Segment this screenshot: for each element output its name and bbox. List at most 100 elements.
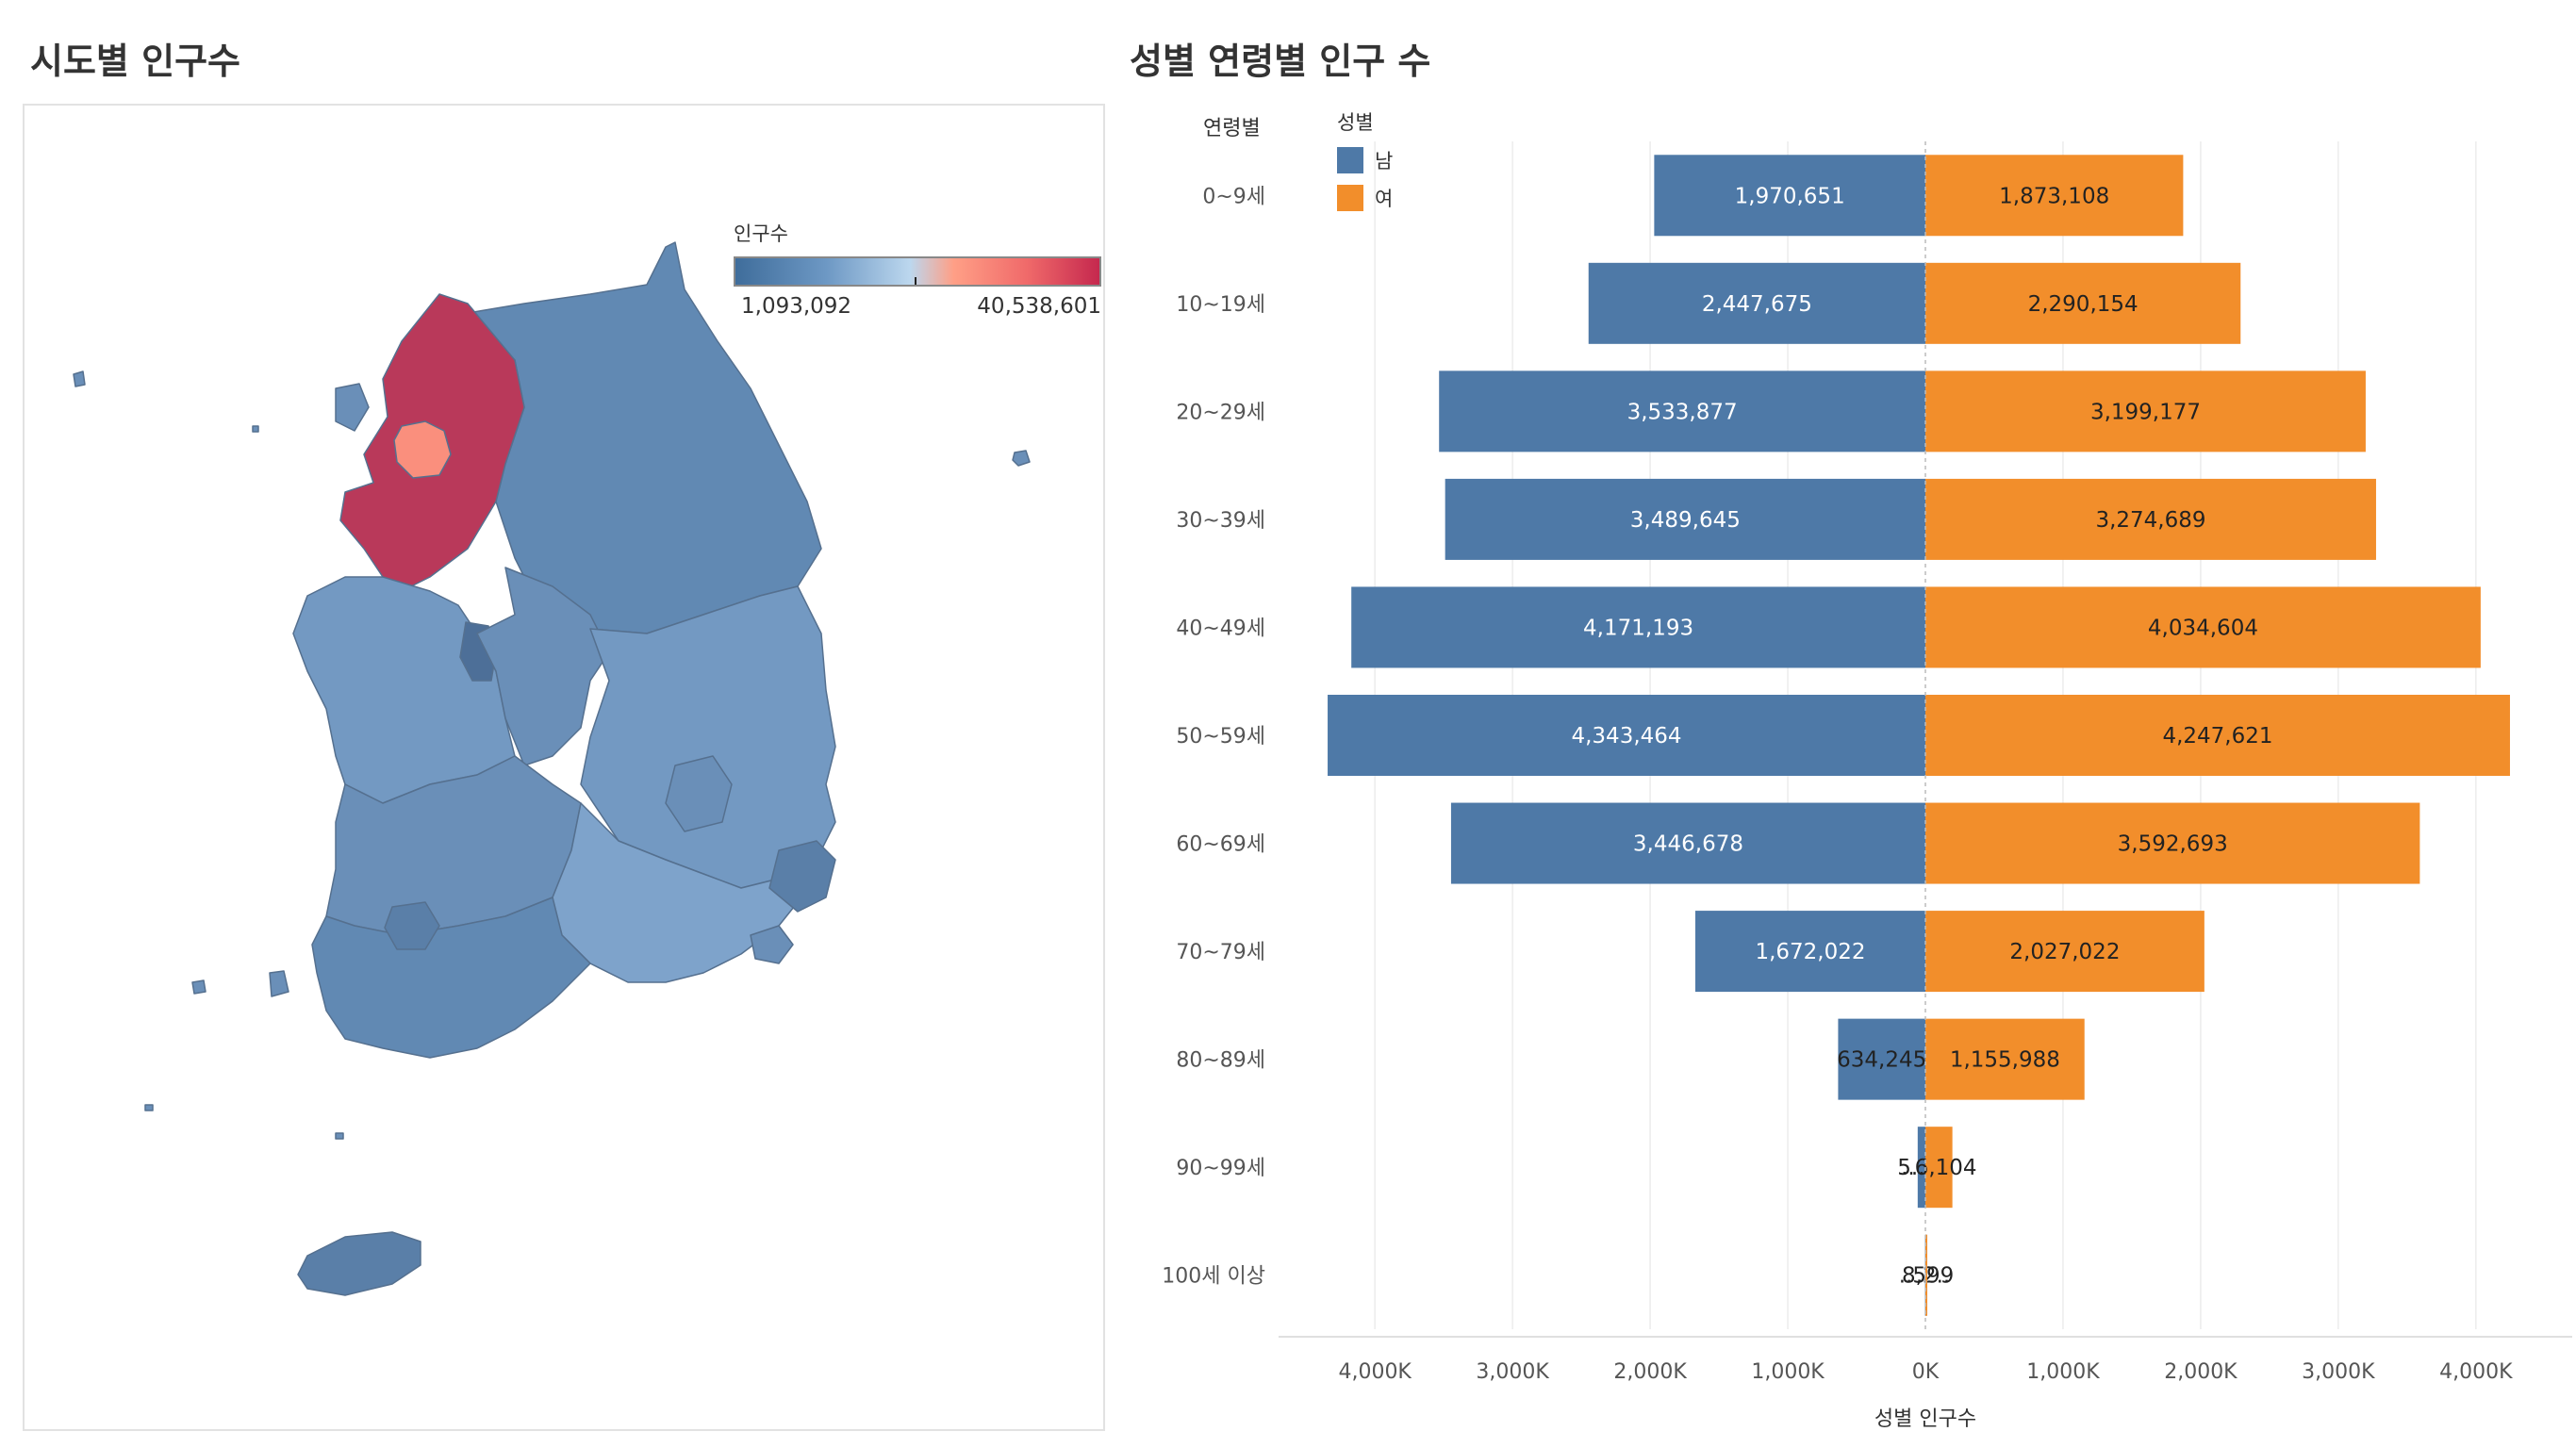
color-ramp-marker: [915, 277, 916, 285]
region-gwangju[interactable]: [384, 901, 440, 950]
island-west-1: [73, 370, 86, 387]
data-label-female: 1,873,108: [1999, 184, 2109, 208]
x-tick-label: 1,000K: [1751, 1360, 1825, 1384]
category-label: 20~29세: [1176, 401, 1265, 424]
region-busan[interactable]: [750, 925, 794, 964]
color-ramp: [734, 256, 1101, 287]
color-legend: 인구수 1,093,092 40,538,601: [734, 219, 1111, 319]
data-label-male: 1,970,651: [1735, 184, 1845, 208]
data-label-male: 4,343,464: [1571, 724, 1681, 749]
x-tick-label: 2,000K: [1613, 1360, 1687, 1384]
color-legend-max: 40,538,601: [977, 294, 1101, 319]
legend-swatch-male: [1337, 147, 1363, 173]
data-label-male: 3,446,678: [1633, 832, 1743, 857]
x-tick-label: 2,000K: [2164, 1360, 2237, 1384]
island-sw-3: [144, 1104, 154, 1111]
category-label: 0~9세: [1202, 185, 1265, 208]
bar-male: [1439, 370, 1925, 452]
data-label-female: 3,592,693: [2118, 832, 2228, 857]
bar-female: [1925, 695, 2510, 776]
bar-male: [1917, 1127, 1925, 1209]
region-ulleungdo[interactable]: [1012, 450, 1031, 467]
category-label: 50~59세: [1176, 725, 1265, 749]
region-incheon[interactable]: [335, 383, 370, 432]
legend-swatch-female: [1337, 185, 1363, 211]
data-label-female: 1,155,988: [1950, 1048, 2060, 1073]
data-label-female: 4,034,604: [2148, 616, 2258, 640]
region-chungbuk[interactable]: [476, 567, 610, 766]
category-label: 30~39세: [1176, 509, 1265, 533]
bar-female: [1925, 478, 2376, 560]
region-daegu[interactable]: [665, 755, 733, 832]
bar-female: [1925, 262, 2241, 344]
region-chungnam[interactable]: [292, 576, 516, 804]
island-west-2: [252, 425, 259, 433]
x-tick-label: 4,000K: [1338, 1360, 1412, 1384]
data-label-male: 4,171,193: [1583, 616, 1693, 640]
bar-female: [1925, 1127, 1953, 1209]
data-label-female: 3,199,177: [2090, 400, 2201, 424]
data-label-male: 3,489,645: [1630, 508, 1741, 533]
bar-male: [1588, 262, 1925, 344]
bar-female: [1925, 370, 2366, 452]
data-label-female: ..599: [1899, 1264, 1955, 1289]
x-tick-label: 4,000K: [2439, 1360, 2513, 1384]
legend-item-male[interactable]: 남: [1337, 141, 1393, 179]
bar-male: [1838, 1018, 1925, 1100]
gender-legend: 성별 남 여: [1337, 107, 1393, 217]
bar-female: [1925, 1234, 1927, 1316]
region-gyeongbuk[interactable]: [580, 585, 836, 889]
data-label-female: ..6,104: [1901, 1156, 1976, 1180]
color-legend-min: 1,093,092: [741, 294, 852, 319]
data-label-female: 4,247,621: [2162, 724, 2272, 749]
data-label-female: 3,274,689: [2095, 508, 2205, 533]
data-label-male: 634,245: [1837, 1048, 1926, 1073]
bar-male: [1694, 911, 1925, 993]
x-tick-label: 0K: [1912, 1360, 1940, 1384]
map-title: 시도별 인구수: [30, 41, 240, 82]
pyramid-title: 성별 연령별 인구 수: [1130, 41, 1431, 82]
bar-male: [1654, 155, 1925, 237]
population-pyramid: 0~9세 1,970,651 1,873,108 10~19세 2,447,675 2,2…: [1162, 141, 2572, 1431]
color-legend-title: 인구수: [734, 222, 788, 245]
row-header: 연령별: [1203, 117, 1261, 140]
region-jeju[interactable]: [297, 1231, 421, 1296]
bar-female: [1925, 155, 2184, 237]
category-label: 70~79세: [1176, 941, 1265, 964]
data-label-female: 2,290,154: [2028, 292, 2138, 317]
bar-female: [1925, 802, 2420, 884]
bar-male: [1450, 802, 1925, 884]
category-label: 10~19세: [1176, 293, 1265, 317]
category-label: 100세 이상: [1162, 1265, 1265, 1289]
data-label-male: 2,447,675: [1702, 292, 1812, 317]
data-label-male: 3,533,877: [1627, 400, 1738, 424]
x-tick-label: 3,000K: [1476, 1360, 1549, 1384]
x-tick-label: 1,000K: [2026, 1360, 2100, 1384]
x-tick-label: 3,000K: [2302, 1360, 2375, 1384]
island-sw-1: [269, 970, 289, 997]
legend-label-male: 남: [1375, 150, 1394, 173]
island-sw-4: [335, 1132, 344, 1140]
island-sw-2: [191, 979, 206, 995]
region-seoul[interactable]: [393, 420, 452, 479]
region-ulsan[interactable]: [768, 840, 836, 913]
category-label: 40~49세: [1176, 617, 1265, 640]
legend-label-female: 여: [1375, 188, 1394, 210]
legend-item-female[interactable]: 여: [1337, 179, 1393, 217]
gender-legend-title: 성별: [1337, 111, 1374, 134]
bar-female: [1925, 1018, 2085, 1100]
region-jeonnam[interactable]: [311, 897, 591, 1059]
category-label: 60~69세: [1176, 833, 1265, 857]
category-label: 80~89세: [1176, 1049, 1265, 1073]
data-label-female: 2,027,022: [2009, 940, 2120, 964]
map-frame: 인구수 1,093,092 40,538,601: [23, 104, 1105, 1431]
bar-male: [1328, 695, 1925, 776]
bar-male: [1445, 478, 1925, 560]
korea-map: [73, 241, 1031, 1296]
bar-female: [1925, 586, 2481, 668]
category-label: 90~99세: [1176, 1157, 1265, 1180]
data-label-male: 1,672,022: [1755, 940, 1865, 964]
bar-male: [1351, 586, 1925, 668]
bar-female: [1925, 911, 2204, 993]
x-axis-title: 성별 인구수: [1874, 1407, 1976, 1431]
